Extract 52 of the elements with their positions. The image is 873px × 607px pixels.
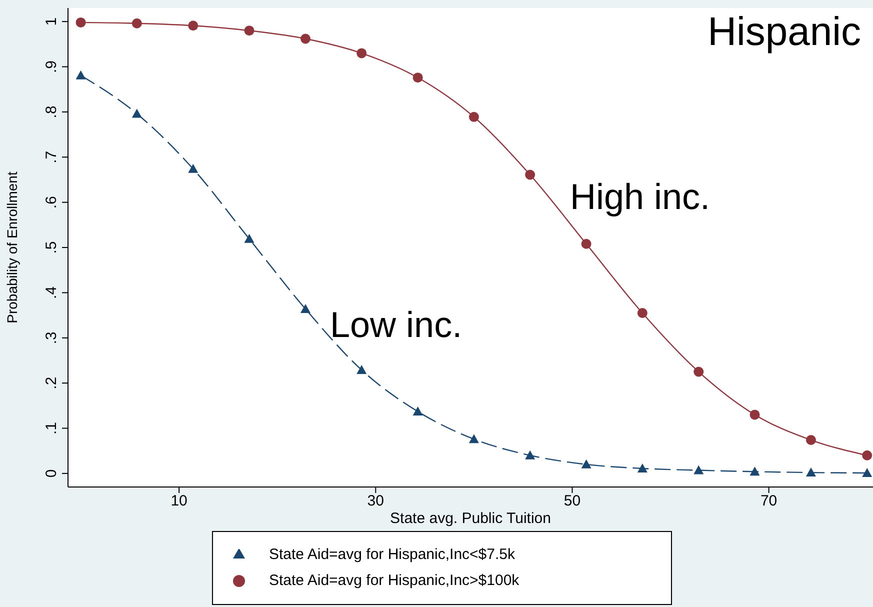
legend-label: State Aid=avg for Hispanic,Inc<$7.5k — [269, 546, 515, 563]
y-tick-label: 0 — [43, 469, 60, 478]
annotation: Low inc. — [330, 304, 462, 346]
point — [300, 304, 310, 313]
point — [694, 366, 704, 377]
point — [300, 34, 310, 44]
y-tick-label: 1 — [43, 17, 60, 26]
y-tick-label: .6 — [43, 196, 60, 209]
point — [806, 468, 816, 477]
y-tick-label: .4 — [43, 286, 60, 299]
point — [525, 170, 536, 180]
point — [581, 238, 592, 249]
point — [581, 459, 592, 468]
x-tick-label: 50 — [564, 492, 581, 510]
point — [750, 410, 760, 420]
point — [356, 364, 367, 374]
point — [637, 308, 648, 318]
point — [244, 26, 254, 36]
point — [412, 406, 423, 416]
x-tick-label: 10 — [170, 492, 188, 510]
point — [468, 434, 479, 444]
legend-label: State Aid=avg for Hispanic,Inc>$100k — [269, 572, 520, 589]
point — [862, 450, 872, 460]
point — [525, 450, 536, 460]
y-tick-label: .7 — [43, 150, 60, 164]
point — [132, 108, 142, 118]
point — [76, 17, 86, 28]
point — [76, 70, 86, 80]
x-tick-label: 70 — [760, 492, 778, 510]
x-axis-title: State avg. Public Tuition — [390, 510, 551, 527]
y-tick-label: .2 — [43, 376, 60, 390]
y-tick-label: .5 — [43, 241, 60, 254]
point — [412, 72, 423, 83]
y-axis-title: Probability of Enrollment — [4, 172, 20, 324]
point — [188, 164, 198, 173]
annotation: Hispanic — [708, 10, 861, 55]
point — [468, 112, 479, 122]
annotation: High inc. — [570, 176, 710, 218]
point — [188, 20, 198, 31]
y-tick-label: .1 — [43, 422, 60, 435]
y-tick-label: .9 — [43, 60, 60, 74]
point — [694, 465, 704, 474]
point — [637, 463, 648, 472]
x-tick-label: 30 — [367, 492, 384, 510]
point — [806, 435, 816, 446]
point — [750, 466, 760, 476]
point — [356, 48, 367, 58]
y-tick-label: .8 — [43, 106, 60, 118]
point — [862, 468, 872, 477]
point — [244, 234, 254, 243]
y-tick-label: .3 — [43, 332, 60, 344]
point — [132, 18, 142, 28]
